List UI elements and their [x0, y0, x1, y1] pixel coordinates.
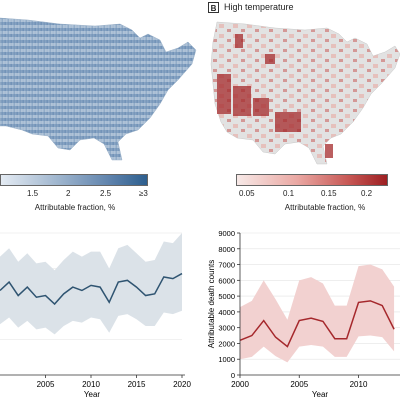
chartB-y-tick-label: 6000 — [218, 276, 235, 285]
chart-a-x-ticks: 2005 2010 2015 2020 — [37, 375, 191, 389]
colorbar-b-tick-2: 0.1 — [283, 189, 295, 198]
colorbar-b — [236, 174, 388, 186]
colorbar-a-tick-4: ≥3 — [139, 189, 148, 198]
chart-b-x-ticks: 2000 2005 2010 — [231, 375, 368, 389]
chart-b-y-ticks: 0 1000 2000 3000 4000 5000 6000 7000 8000 9000 — [218, 229, 240, 380]
colorbar-a-tick-2: 2 — [66, 189, 71, 198]
chartA-x-tick-label: 2020 — [173, 380, 191, 389]
chart-a-band — [0, 233, 182, 335]
chartB-x-tick-label: 2010 — [350, 380, 368, 389]
chartB-y-tick-label: 0 — [231, 371, 235, 380]
colorbar-b-tick-4: 0.2 — [361, 189, 373, 198]
chart-a: 2005 2010 2015 2020 Year — [0, 232, 191, 399]
chart-b: 0 1000 2000 3000 4000 5000 6000 7000 8000 9000 20… — [207, 229, 400, 399]
colorbar-b-title: Attributable fraction, % — [284, 203, 366, 212]
colorbar-a-tick-3: 2.5 — [100, 189, 112, 198]
colorbar-a-title: Attributable fraction, % — [34, 203, 116, 212]
chartB-y-tick-label: 3000 — [218, 324, 235, 333]
chartB-y-tick-label: 9000 — [218, 229, 235, 238]
chart-b-ylabel: Attributable death counts — [207, 260, 216, 349]
us-map-shape-b — [210, 21, 400, 165]
chartB-x-tick-label: 2000 — [231, 380, 249, 389]
chart-b-line — [239, 300, 395, 348]
hotspot-regions — [217, 34, 333, 158]
chartA-x-tick-label: 2005 — [37, 380, 55, 389]
colorbar-a — [0, 174, 148, 186]
chartB-y-tick-label: 1000 — [218, 355, 235, 364]
panel-b-title: High temperature — [224, 2, 294, 12]
colorbar-b-tick-3: 0.15 — [321, 189, 337, 198]
map-a — [0, 17, 197, 161]
chartB-y-tick-label: 4000 — [218, 308, 235, 317]
chartB-y-tick-label: 7000 — [218, 261, 235, 270]
chart-a-xlabel: Year — [84, 390, 101, 399]
chartB-y-tick-label: 5000 — [218, 292, 235, 301]
map-b — [210, 21, 400, 165]
panel-b-letter: B — [208, 2, 219, 13]
chartB-y-tick-label: 8000 — [218, 245, 235, 254]
chart-b-band — [240, 264, 395, 363]
us-map-shape — [0, 17, 197, 161]
colorbar-a-tick-1: 1.5 — [27, 189, 39, 198]
chartA-x-tick-label: 2015 — [128, 380, 146, 389]
colorbar-b-tick-1: 0.05 — [239, 189, 255, 198]
chartB-x-tick-label: 2005 — [290, 380, 308, 389]
chartA-x-tick-label: 2010 — [82, 380, 100, 389]
chartB-y-tick-label: 2000 — [218, 339, 235, 348]
chart-b-xlabel: Year — [312, 390, 329, 399]
chart-a-line — [0, 272, 183, 306]
